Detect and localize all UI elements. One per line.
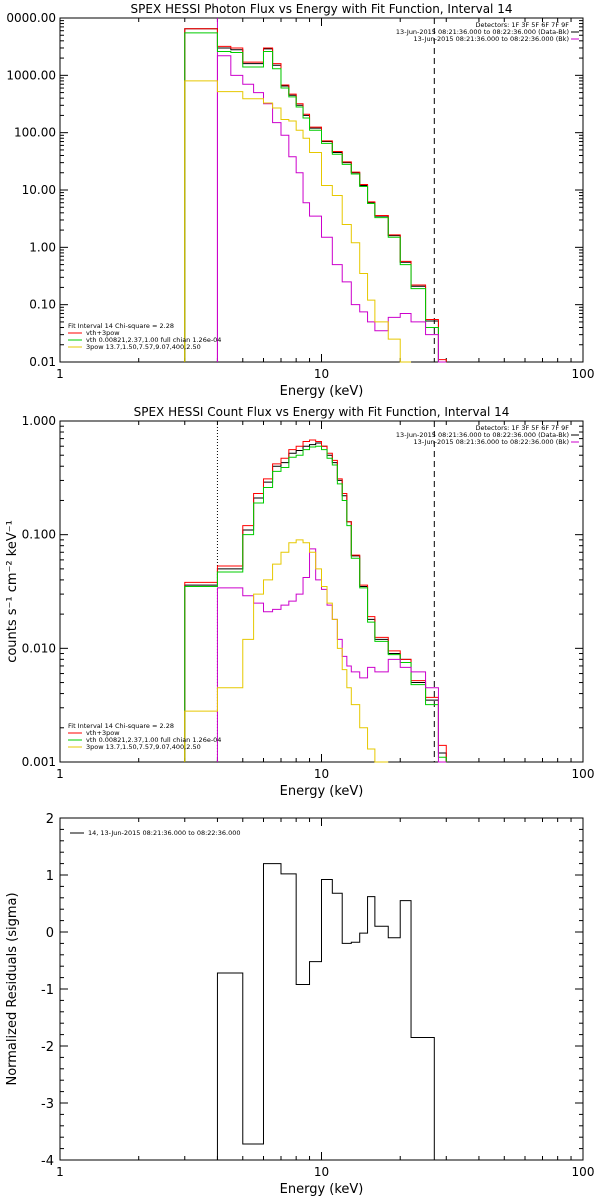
series-line-5 [184,539,389,763]
y-tick-label: 0 [46,926,54,941]
legend-label: vth+3pow [86,729,120,737]
x-tick-label: 10 [314,767,329,781]
y-tick-label: 0.100 [22,528,56,542]
legend-title: Fit Interval 14 Chi-square = 2.28 [68,322,174,330]
y-tick-label: 0.01 [29,355,56,369]
x-tick-label: 1 [56,367,64,381]
info-line: 13-Jun-2015 08:21:36.000 to 08:22:36.000… [396,28,569,36]
legend-label: 3pow 13.7,1.50,7.57,9.07,400,2.50 [86,343,201,351]
info-line: 13-Jun-2015 08:21:36.000 to 08:22:36.000… [396,431,569,439]
x-tick-label: 100 [572,1165,595,1179]
x-axis-label: Energy (keV) [280,1182,364,1197]
plot-frame [59,817,584,1161]
x-axis-label: Energy (keV) [280,384,364,399]
info-line: Detectors: 1F 3F 5F 6F 7F 9F [475,21,569,29]
x-tick-label: 100 [572,767,595,781]
series-line-4 [216,548,447,763]
info-line: 13-Jun-2015 08:21:36.000 to 08:22:36.000… [414,438,569,446]
legend-label: vth 0.00821,2.37,1.00 full chian 1.26e-0… [86,336,221,344]
series-line-4 [216,55,447,363]
y-tick-label: 1 [46,869,54,884]
y-tick-label: 2 [46,812,54,827]
x-tick-label: 10 [314,1165,329,1179]
y-tick-label: 1.00 [29,240,56,254]
y-tick-label: 0.001 [22,755,56,769]
chart-title: SPEX HESSI Count Flux vs Energy with Fit… [134,405,510,419]
y-tick-label: 0000.00 [6,11,56,25]
plot-frame [59,420,584,763]
series-line-1 [216,863,435,1160]
y-tick-label: 0.10 [29,298,56,312]
x-tick-label: 1 [56,1165,64,1179]
y-tick-label: -3 [41,1097,54,1112]
chart-title: SPEX HESSI Photon Flux vs Energy with Fi… [131,2,513,16]
legend-label: 3pow 13.7,1.50,7.57,9.07,400,2.50 [86,743,201,751]
y-tick-label: -1 [41,983,54,998]
y-axis-label: Normalized Residuals (sigma) [5,892,20,1085]
series-line-2 [184,439,447,762]
info-line: Detectors: 1F 3F 5F 6F 7F 9F [475,424,569,432]
legend-label: vth+3pow [86,329,120,337]
legend-title: Fit Interval 14 Chi-square = 2.28 [68,722,174,730]
series-line-1 [184,28,447,363]
y-axis-label: counts s⁻¹ cm⁻² keV⁻¹ [5,520,20,663]
chart-3: 1 10 100 Energy (keV) -4 -3 -2 -1 0 1 2 Normalized … [5,812,594,1197]
series-line-3 [184,445,447,762]
series-line-2 [184,28,447,362]
x-tick-label: 10 [314,367,329,381]
y-tick-label: -2 [41,1040,54,1055]
y-tick-label: 1000.00 [6,68,56,82]
chart-1: SPEX HESSI Photon Flux vs Energy with Fi… [6,2,594,399]
y-tick-label: -4 [41,1154,54,1169]
x-axis-label: Energy (keV) [280,784,364,799]
y-tick-label: 10.00 [22,183,56,197]
x-tick-label: 100 [572,367,595,381]
plot-frame [59,17,584,363]
series-line-3 [184,32,447,363]
series-line-5 [184,80,412,363]
x-tick-label: 1 [56,767,64,781]
y-tick-label: 1.000 [22,414,56,428]
series-line-1 [184,442,447,762]
legend-label: 14, 13-Jun-2015 08:21:36.000 to 08:22:36… [88,829,240,837]
y-tick-label: 100.00 [14,126,56,140]
y-tick-label: 0.010 [22,641,56,655]
chart-2: SPEX HESSI Count Flux vs Energy with Fit… [5,405,594,799]
legend-label: vth 0.00821,2.37,1.00 full chian 1.26e-0… [86,736,221,744]
info-line: 13-Jun-2015 08:21:36.000 to 08:22:36.000… [414,35,569,43]
